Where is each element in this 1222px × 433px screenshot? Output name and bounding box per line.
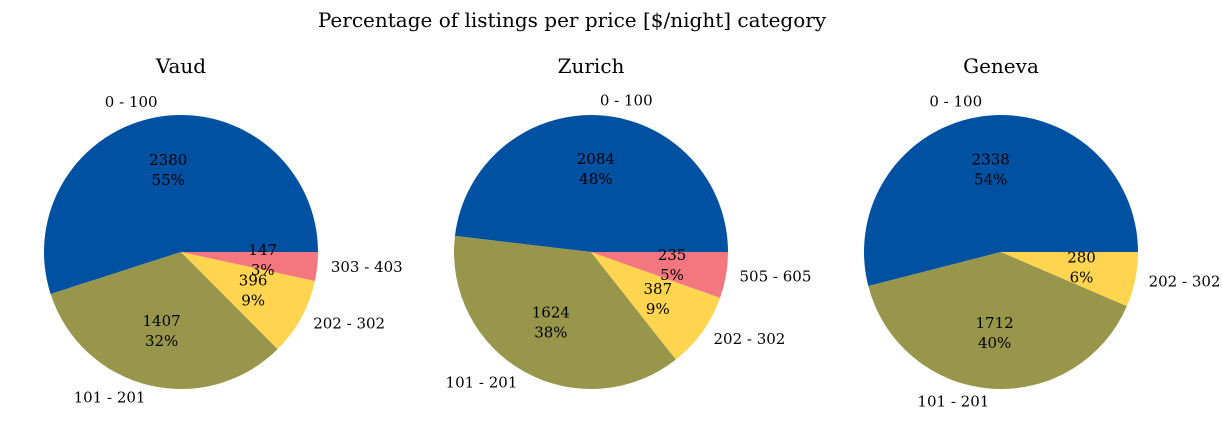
pie-slice-0-100 [864,115,1138,287]
slice-label: 202 - 302 [713,330,785,348]
slice-percent: 32% [145,332,178,350]
slice-value: 2338 [972,150,1010,168]
slice-percent: 38% [534,324,567,342]
slice-label: 0 - 100 [600,92,653,110]
slice-percent: 54% [974,170,1007,188]
pie-slice-303-403 [181,252,318,281]
slice-value: 1712 [976,314,1014,332]
slice-percent: 3% [251,261,275,279]
slice-percent: 9% [241,291,265,309]
slice-percent: 55% [152,171,185,189]
slice-label: 505 - 605 [740,268,812,286]
slice-label: 0 - 100 [105,93,158,111]
slice-label: 101 - 201 [917,392,989,410]
pie-slice-202-302 [1001,252,1138,307]
slice-percent: 40% [978,334,1011,352]
pie-slice-101-201 [868,252,1127,390]
slice-percent: 5% [660,266,684,284]
slice-value: 280 [1067,249,1096,267]
pie-slice-202-302 [591,252,721,360]
pie-geneva: Geneva 0 - 100 2338 54% 101 - 201 1712 40% 202 … [864,54,1220,410]
pie-slice-202-302 [181,252,315,350]
slice-value: 1624 [532,304,570,322]
pie-slice-505-605 [591,252,728,298]
slice-label: 101 - 201 [446,374,518,392]
slice-value: 2380 [149,151,187,169]
slice-value: 2084 [577,150,615,168]
slice-label: 303 - 403 [331,258,403,276]
figure-title: Percentage of listings per price [$/nigh… [318,8,827,32]
slice-value: 387 [643,280,672,298]
slice-label: 202 - 302 [1149,272,1221,290]
slice-value: 235 [658,246,687,264]
slice-value: 396 [239,271,268,289]
pie-title: Zurich [558,54,625,78]
slice-value: 1407 [143,312,181,330]
pie-title: Geneva [963,54,1039,78]
slice-label: 0 - 100 [929,92,982,110]
pie-slice-101-201 [454,235,676,389]
slice-value: 147 [248,241,277,259]
pie-vaud: Vaud 0 - 100 2380 55% 101 - 201 1407 32% 202 - … [44,54,403,406]
slice-label: 202 - 302 [313,314,385,332]
pie-title: Vaud [155,54,206,78]
slice-percent: 9% [646,300,670,318]
pie-slice-101-201 [50,252,278,390]
pie-slice-0-100 [44,115,319,295]
pie-zurich: Zurich 0 - 100 2084 48% 101 - 201 1624 38% 202 … [446,54,812,392]
slice-label: 101 - 201 [74,388,146,406]
slice-percent: 48% [579,170,612,188]
pie-slice-0-100 [454,115,728,252]
slice-percent: 6% [1070,269,1094,287]
